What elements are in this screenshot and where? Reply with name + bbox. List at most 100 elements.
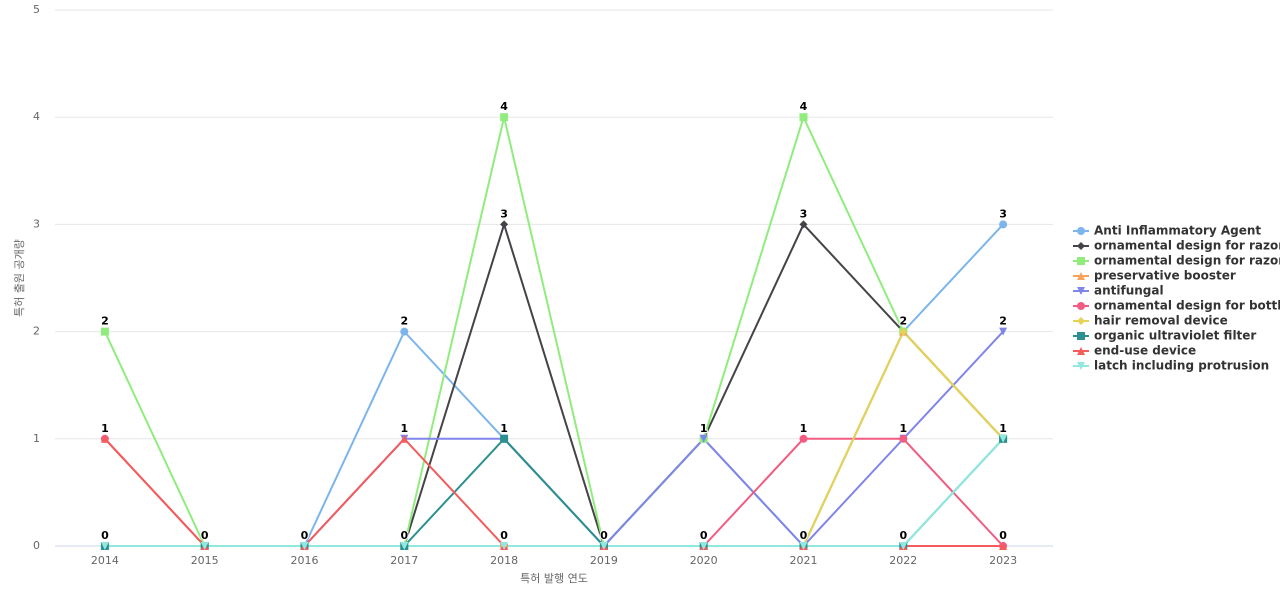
data-label: 1 xyxy=(700,422,708,435)
point-marker xyxy=(999,220,1008,229)
legend-marker xyxy=(1077,332,1085,340)
x-tick-label: 2020 xyxy=(690,554,718,567)
legend-label: hair removal device xyxy=(1094,314,1228,328)
point-marker xyxy=(799,434,808,443)
series-line xyxy=(104,438,1004,547)
data-label: 1 xyxy=(899,422,907,435)
legend-label: preservative booster xyxy=(1094,269,1236,283)
point-marker xyxy=(500,434,509,443)
x-tick-label: 2018 xyxy=(490,554,518,567)
legend-marker xyxy=(1077,287,1085,295)
point-marker xyxy=(999,434,1008,443)
legend-item[interactable]: preservative booster xyxy=(1073,269,1236,283)
data-label: 0 xyxy=(700,529,708,542)
x-tick-label: 2021 xyxy=(790,554,818,567)
x-axis-title: 특허 발행 연도 xyxy=(520,572,588,585)
point-marker xyxy=(400,327,409,336)
legend-item[interactable]: organic ultraviolet filter xyxy=(1073,329,1256,343)
legend-item[interactable]: latch including protrusion xyxy=(1073,359,1269,373)
data-label: 4 xyxy=(500,100,508,113)
data-label: 2 xyxy=(101,315,109,328)
x-tick-label: 2019 xyxy=(590,554,618,567)
legend-label: end-use device xyxy=(1094,344,1196,358)
legend-marker xyxy=(1077,272,1085,280)
x-tick-label: 2022 xyxy=(889,554,917,567)
legend-marker xyxy=(1077,347,1085,355)
y-tick-label: 0 xyxy=(33,539,40,552)
data-label: 1 xyxy=(101,422,109,435)
point-marker xyxy=(500,542,509,550)
point-marker xyxy=(899,542,908,550)
series-line xyxy=(104,221,1004,548)
data-label: 0 xyxy=(101,529,109,542)
x-tick-label: 2023 xyxy=(989,554,1017,567)
y-tick-label: 3 xyxy=(33,217,40,230)
legend-item[interactable]: Anti Inflammatory Agent xyxy=(1073,224,1261,238)
point-marker xyxy=(799,542,808,550)
data-label: 2 xyxy=(899,315,907,328)
series-line xyxy=(104,437,1004,547)
y-tick-label: 2 xyxy=(33,325,40,338)
x-tick-label: 2016 xyxy=(291,554,319,567)
point-marker xyxy=(899,327,908,336)
legend-marker xyxy=(1077,362,1085,370)
legend-marker xyxy=(1077,302,1085,310)
legend-item[interactable]: antifungal xyxy=(1073,284,1164,298)
data-label: 1 xyxy=(400,422,408,435)
point-marker xyxy=(100,542,109,550)
point-marker xyxy=(999,327,1008,336)
x-tick-label: 2017 xyxy=(390,554,418,567)
point-marker xyxy=(200,542,209,550)
data-label: 0 xyxy=(800,529,808,542)
point-marker xyxy=(400,434,409,443)
data-label: 0 xyxy=(500,529,508,542)
data-label: 3 xyxy=(999,207,1007,220)
legend-label: ornamental design for bottle xyxy=(1094,299,1280,313)
data-label: 0 xyxy=(400,529,408,542)
legend-marker xyxy=(1077,227,1085,235)
legend-marker xyxy=(1077,242,1085,250)
data-label: 4 xyxy=(800,100,808,113)
data-label: 0 xyxy=(899,529,907,542)
legend-label: latch including protrusion xyxy=(1094,359,1269,373)
y-tick-label: 4 xyxy=(33,110,40,123)
y-axis-title: 특허 출원 공개량 xyxy=(13,239,26,317)
point-marker xyxy=(799,220,808,229)
legend-label: ornamental design for razor... xyxy=(1094,239,1280,253)
data-label: 2 xyxy=(400,315,408,328)
data-label: 3 xyxy=(500,207,508,220)
point-marker xyxy=(500,113,509,122)
data-label: 0 xyxy=(999,529,1007,542)
legend-item[interactable]: ornamental design for razor... xyxy=(1073,239,1280,253)
x-tick-label: 2015 xyxy=(191,554,219,567)
legend-label: ornamental design for razor xyxy=(1094,254,1280,268)
point-marker xyxy=(300,542,309,550)
legend-item[interactable]: ornamental design for razor xyxy=(1073,254,1280,268)
x-tick-label: 2014 xyxy=(91,554,119,567)
point-marker xyxy=(100,327,109,336)
legend-marker xyxy=(1077,317,1085,325)
data-label: 1 xyxy=(500,422,508,435)
data-label: 2 xyxy=(999,315,1007,328)
point-marker xyxy=(699,542,708,550)
point-marker xyxy=(400,542,409,550)
point-marker xyxy=(899,434,908,443)
point-marker xyxy=(699,434,708,443)
point-marker xyxy=(999,542,1008,550)
legend-item[interactable]: hair removal device xyxy=(1073,314,1228,328)
point-marker xyxy=(500,220,509,229)
legend-label: Anti Inflammatory Agent xyxy=(1094,224,1261,238)
data-label: 0 xyxy=(201,529,209,542)
legend-marker xyxy=(1077,257,1085,265)
legend-item[interactable]: end-use device xyxy=(1073,344,1196,358)
data-label: 0 xyxy=(600,529,608,542)
legend-label: organic ultraviolet filter xyxy=(1094,329,1256,343)
y-tick-label: 5 xyxy=(33,3,40,16)
legend-item[interactable]: ornamental design for bottle xyxy=(1073,299,1280,313)
legend-label: antifungal xyxy=(1094,284,1164,298)
y-tick-label: 1 xyxy=(33,432,40,445)
data-label: 1 xyxy=(999,422,1007,435)
data-label: 0 xyxy=(301,529,309,542)
data-label: 1 xyxy=(800,422,808,435)
